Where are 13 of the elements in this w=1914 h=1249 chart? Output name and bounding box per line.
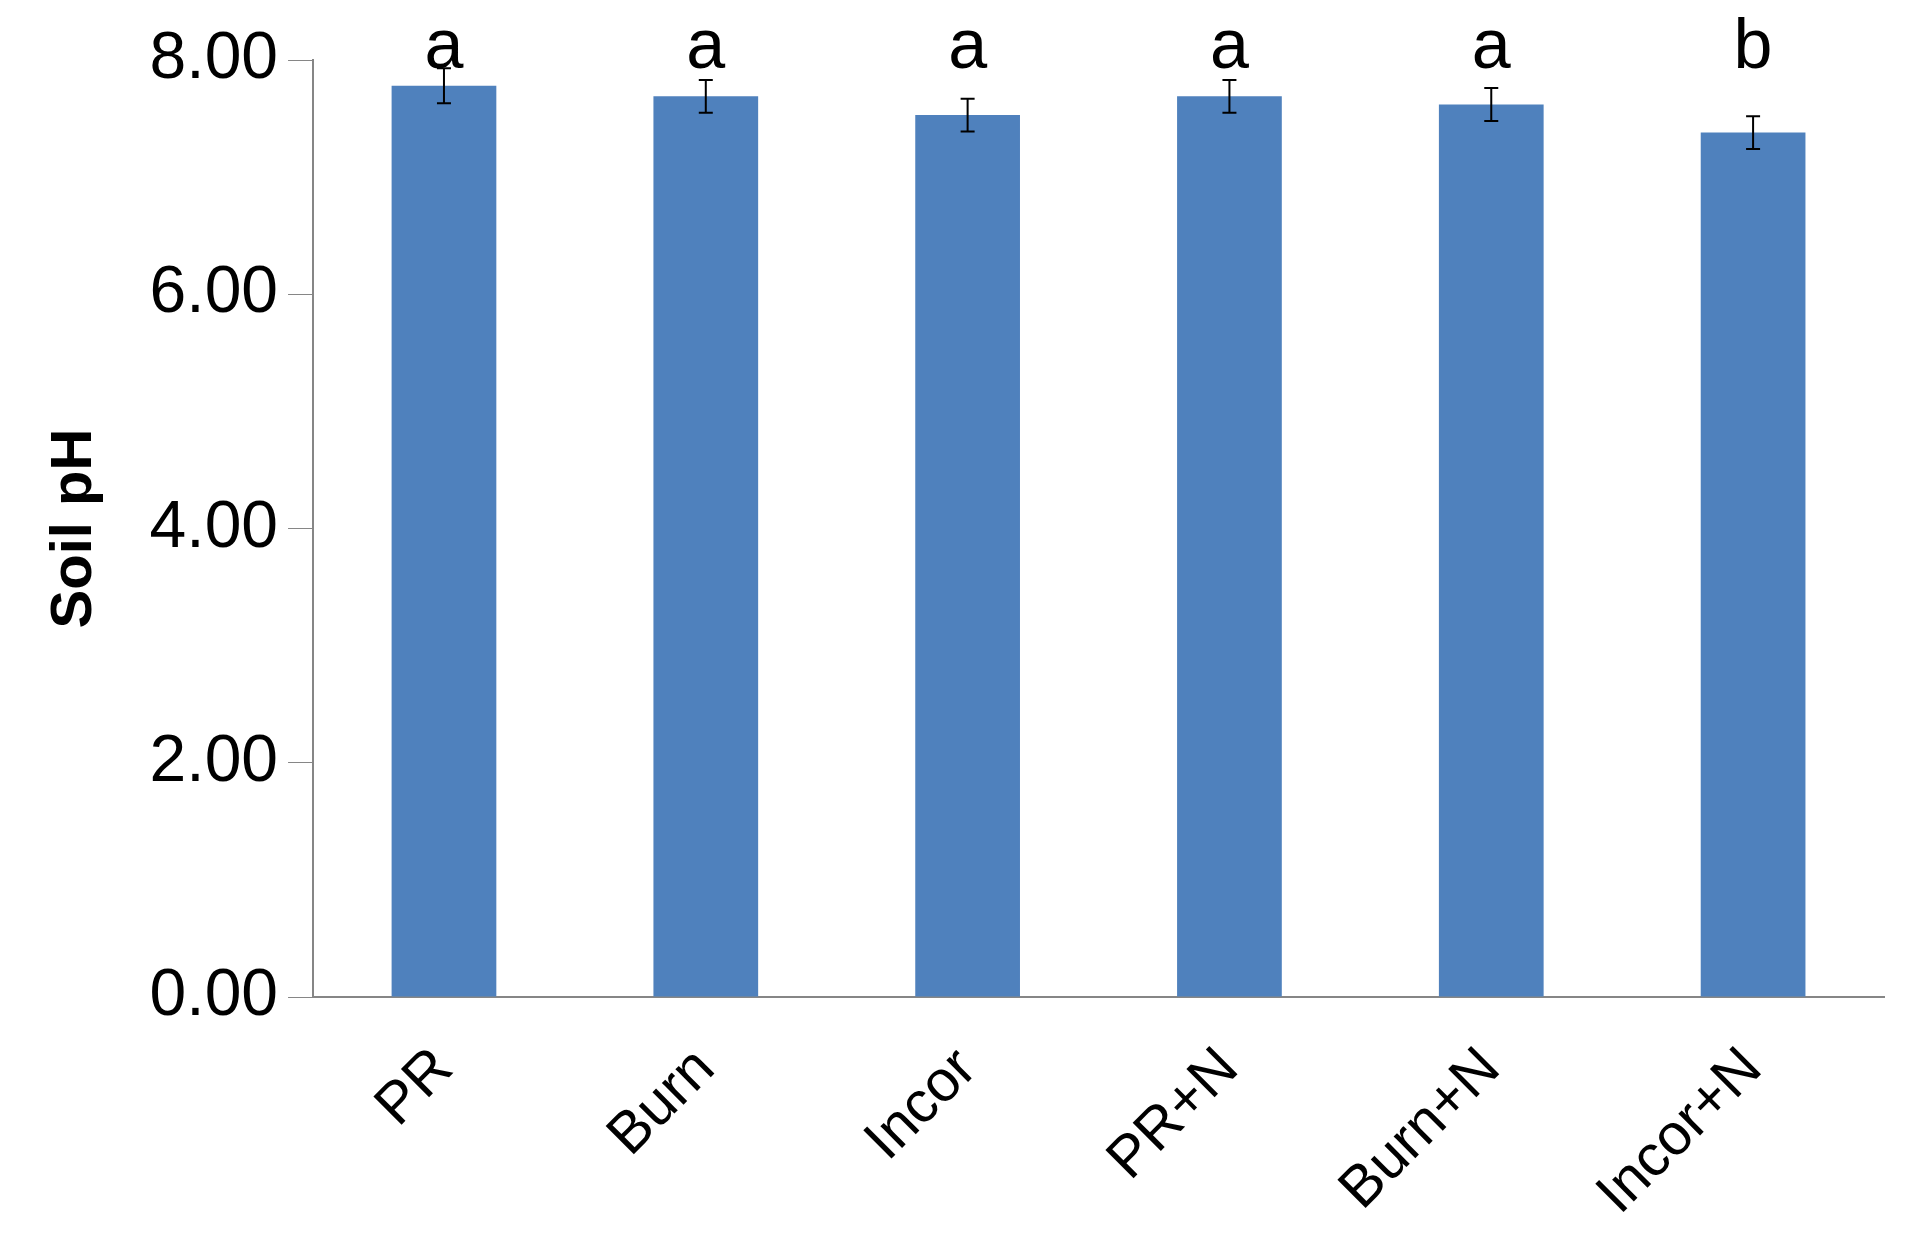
y-axis-title: Soil pH: [37, 428, 103, 629]
annotation: a: [1471, 5, 1511, 83]
annotation: a: [686, 5, 726, 83]
y-tick-label: 4.00: [149, 486, 279, 561]
annotation: a: [1209, 5, 1249, 83]
y-tick-label: 2.00: [149, 720, 279, 795]
annotation: a: [948, 5, 988, 83]
x-tick-label: PR: [360, 1033, 464, 1137]
y-tick-label: 6.00: [149, 252, 279, 327]
y-tick-label: 0.00: [149, 955, 279, 1030]
annotation: b: [1733, 5, 1773, 83]
y-tick-label: 8.00: [149, 18, 279, 93]
annotation: a: [424, 5, 464, 83]
